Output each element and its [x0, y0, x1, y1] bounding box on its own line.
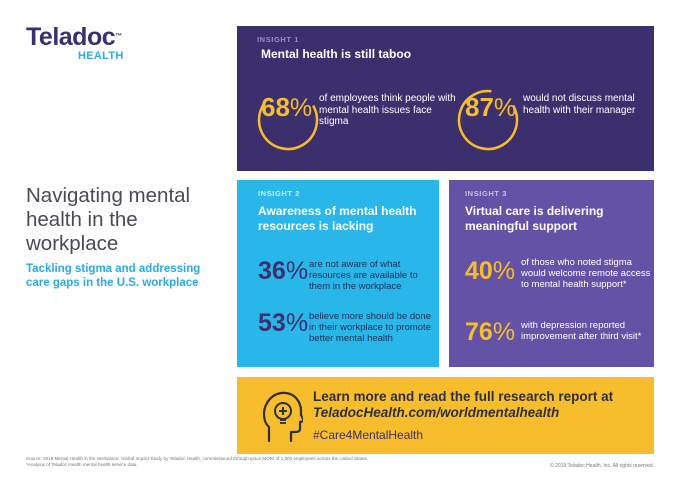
source-note: *Analysis of Teladoc Health mental healt… — [26, 462, 137, 467]
stat-percent: % — [285, 309, 309, 337]
stat-description: with depression reported improvement aft… — [521, 320, 642, 342]
stat-number: 68 — [261, 92, 290, 122]
stat-number: 87 — [465, 92, 494, 122]
insight-1-heading: Mental health is still taboo — [261, 47, 412, 61]
insight-3-heading: Virtual care is delivering meaningful su… — [465, 204, 604, 233]
insight-1-panel: INSIGHT 1 Mental health is still taboo 6… — [237, 26, 654, 171]
cta-text: Learn more and read the full research re… — [313, 389, 614, 404]
source-text: Source: 2019 Mental Health in the Workpl… — [26, 456, 369, 461]
stat-percent: % — [492, 318, 516, 346]
footer-source: Source: 2019 Mental Health in the Workpl… — [26, 456, 456, 468]
stat-percent: % — [289, 94, 313, 122]
stat-description: of those who noted stigma would welcome … — [521, 257, 651, 290]
stat-description: of employees think people with mental he… — [319, 93, 456, 127]
logo-trademark: ™ — [115, 33, 122, 40]
page-title: Navigating mental health in the workplac… — [26, 184, 191, 255]
logo-wordmark: Teladoc — [26, 23, 116, 51]
stat-number: 40 — [465, 257, 493, 285]
insight-2-label: INSIGHT 2 — [258, 189, 301, 198]
cta-link[interactable]: TeladocHealth.com/worldmentalhealth — [313, 405, 560, 420]
cta-panel: Learn more and read the full research re… — [237, 377, 654, 454]
stat-number: 36 — [258, 257, 286, 285]
page-subtitle: Tackling stigma and addressing care gaps… — [26, 263, 201, 289]
cta-hashtag: #Care4MentalHealth — [313, 428, 424, 442]
head-lightbulb-icon — [262, 391, 303, 443]
stat-number: 76 — [465, 318, 493, 346]
stat-description: are not aware of what resources are avai… — [309, 259, 418, 292]
insight-2-panel: INSIGHT 2 Awareness of mental health res… — [237, 180, 439, 367]
insight-2-heading: Awareness of mental health resources is … — [258, 204, 417, 233]
teladoc-logo: Teladoc™ HEALTH — [26, 24, 136, 62]
stat-percent: % — [493, 94, 517, 122]
stat-percent: % — [492, 257, 516, 285]
insight-1-label: INSIGHT 1 — [257, 35, 300, 44]
stat-description: believe more should be done in their wor… — [309, 311, 432, 344]
stat-number: 53 — [258, 309, 286, 337]
copyright: © 2019 Teladoc Health, Inc. All rights r… — [550, 463, 654, 469]
stat-description: would not discuss mental health with the… — [523, 93, 636, 116]
stat-ring-87 — [457, 89, 519, 151]
stat-percent: % — [285, 257, 309, 285]
insight-3-panel: INSIGHT 3 Virtual care is delivering mea… — [449, 180, 654, 367]
logo-sub: HEALTH — [78, 50, 124, 62]
insight-3-label: INSIGHT 3 — [465, 189, 508, 198]
stat-ring-68 — [257, 89, 319, 151]
